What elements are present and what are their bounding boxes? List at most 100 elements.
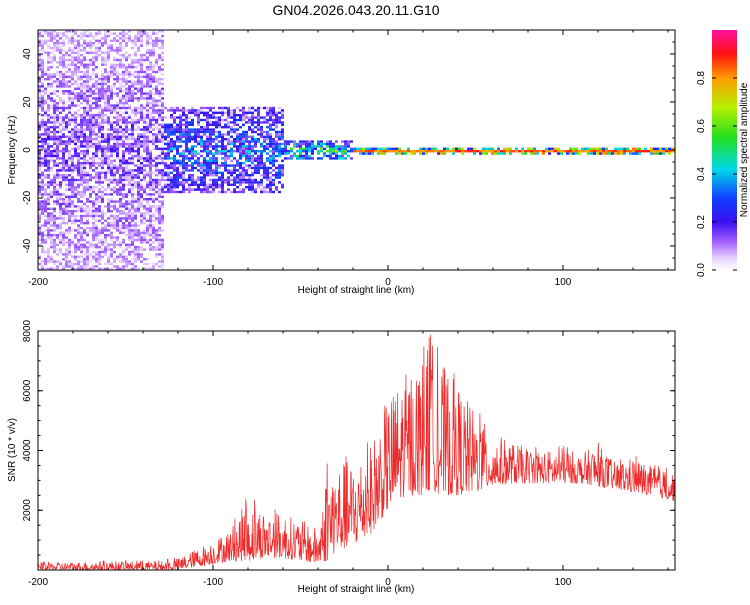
- heatmap-cell: [65, 123, 68, 126]
- heatmap-cell: [260, 181, 263, 184]
- heatmap-cell: [125, 94, 128, 98]
- heatmap-cell: [503, 147, 506, 150]
- heatmap-cell: [59, 142, 62, 146]
- heatmap-cell: [308, 142, 311, 146]
- heatmap-cell: [62, 142, 65, 146]
- heatmap-cell: [167, 174, 170, 177]
- heatmap-cell: [287, 150, 290, 153]
- heatmap-cell: [242, 150, 245, 153]
- heatmap-cell: [80, 61, 83, 64]
- heatmap-cell: [116, 243, 119, 246]
- heatmap-cell: [230, 142, 233, 146]
- heatmap-cell: [134, 186, 137, 189]
- heatmap-cell: [86, 212, 89, 215]
- heatmap-cell: [128, 260, 131, 263]
- heatmap-cell: [176, 116, 179, 119]
- heatmap-cell: [86, 207, 89, 210]
- heatmap-cell: [122, 111, 125, 114]
- heatmap-cell: [320, 147, 323, 150]
- heatmap-cell: [83, 164, 86, 167]
- heatmap-cell: [185, 142, 188, 146]
- heatmap-cell: [113, 250, 116, 254]
- heatmap-cell: [41, 121, 44, 124]
- heatmap-cell: [77, 147, 80, 150]
- heatmap-cell: [65, 37, 68, 40]
- heatmap-cell: [98, 181, 101, 184]
- heatmap-cell: [212, 130, 215, 134]
- heatmap-cell: [38, 114, 41, 117]
- heatmap-cell: [269, 178, 272, 182]
- heatmap-cell: [308, 147, 311, 150]
- heatmap-cell: [146, 145, 149, 148]
- heatmap-cell: [140, 171, 143, 174]
- heatmap-cell: [83, 145, 86, 148]
- heatmap-cell: [257, 114, 260, 117]
- heatmap-cell: [170, 188, 173, 191]
- heatmap-cell: [197, 157, 200, 160]
- heatmap-cell: [125, 159, 128, 162]
- heatmap-cell: [89, 75, 92, 78]
- heatmap-cell: [95, 193, 98, 196]
- heatmap-cell: [317, 140, 320, 143]
- heatmap-cell: [131, 135, 134, 138]
- heatmap-cell: [536, 150, 539, 153]
- heatmap-cell: [200, 130, 203, 134]
- heatmap-cell: [83, 73, 86, 76]
- heatmap-cell: [125, 97, 128, 100]
- heatmap-cell: [107, 183, 110, 186]
- heatmap-cell: [197, 152, 200, 155]
- heatmap-cell: [101, 176, 104, 179]
- heatmap-cell: [56, 66, 59, 69]
- heatmap-cell: [143, 92, 146, 95]
- heatmap-cell: [71, 188, 74, 191]
- heatmap-cell: [200, 106, 203, 110]
- heatmap-cell: [269, 123, 272, 126]
- heatmap-cell: [98, 99, 101, 102]
- heatmap-cell: [638, 147, 641, 150]
- heatmap-cell: [74, 82, 77, 86]
- heatmap-cell: [74, 138, 77, 141]
- heatmap-cell: [44, 111, 47, 114]
- heatmap-cell: [44, 162, 47, 165]
- heatmap-cell: [332, 145, 335, 148]
- heatmap-cell: [77, 152, 80, 155]
- heatmap-cell: [194, 130, 197, 134]
- heatmap-cell: [212, 157, 215, 160]
- heatmap-cell: [98, 46, 101, 50]
- heatmap-cell: [149, 214, 152, 218]
- heatmap-cell: [53, 92, 56, 95]
- heatmap-cell: [188, 130, 191, 134]
- heatmap-cell: [638, 150, 641, 153]
- heatmap-cell: [245, 145, 248, 148]
- heatmap-cell: [422, 147, 425, 150]
- heatmap-cell: [146, 58, 149, 62]
- heatmap-cell: [104, 32, 107, 35]
- heatmap-cell: [662, 150, 665, 153]
- heatmap-cell: [146, 229, 149, 232]
- heatmap-cell: [146, 183, 149, 186]
- heatmap-cell: [197, 128, 200, 131]
- heatmap-cell: [137, 111, 140, 114]
- heatmap-cell: [119, 193, 122, 196]
- heatmap-cell: [62, 39, 65, 42]
- heatmap-cell: [44, 193, 47, 196]
- heatmap-cell: [149, 85, 152, 88]
- heatmap-cell: [101, 97, 104, 100]
- heatmap-cell: [59, 195, 62, 198]
- heatmap-cell: [215, 183, 218, 186]
- heatmap-cell: [83, 181, 86, 184]
- heatmap-cell: [251, 178, 254, 182]
- heatmap-cell: [89, 114, 92, 117]
- heatmap-cell: [104, 63, 107, 66]
- heatmap-cell: [113, 104, 116, 107]
- heatmap-cell: [146, 219, 149, 222]
- heatmap-cell: [194, 111, 197, 114]
- heatmap-cell: [38, 176, 41, 179]
- heatmap-cell: [77, 210, 80, 213]
- heatmap-cell: [131, 73, 134, 76]
- heatmap-cell: [146, 138, 149, 141]
- heatmap-cell: [389, 150, 392, 153]
- heatmap-cell: [152, 142, 155, 146]
- heatmap-cell: [146, 128, 149, 131]
- heatmap-cell: [53, 202, 56, 206]
